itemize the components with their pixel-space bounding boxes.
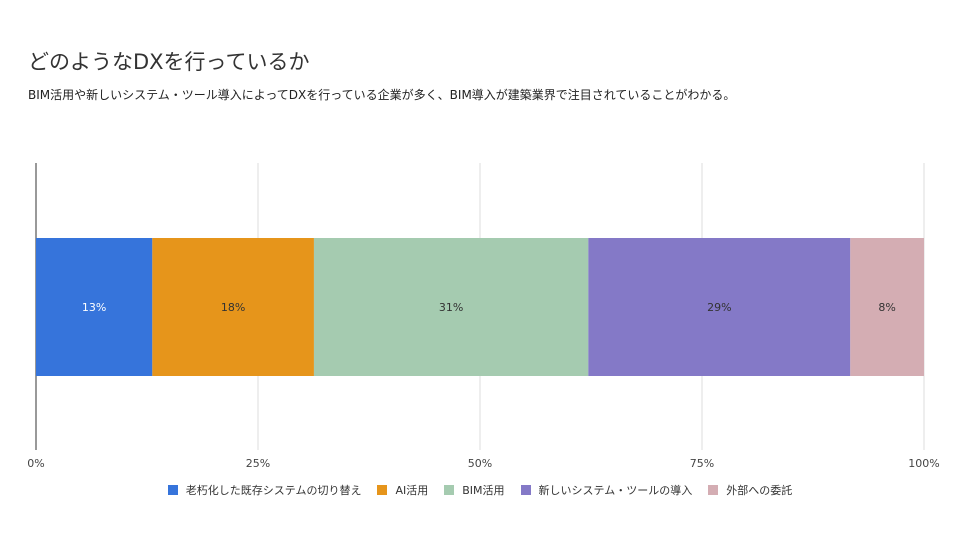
legend-swatch bbox=[708, 485, 719, 495]
legend-item[interactable]: 外部への委託 bbox=[708, 482, 792, 498]
chart-subtitle: BIM活用や新しいシステム・ツール導入によってDXを行っている企業が多く、BIM… bbox=[28, 88, 736, 102]
data-label: 18% bbox=[221, 301, 245, 314]
data-label: 29% bbox=[707, 301, 731, 314]
legend-swatch bbox=[444, 485, 455, 495]
data-label: 31% bbox=[439, 301, 463, 314]
x-tick-label: 75% bbox=[690, 457, 714, 470]
legend-label: 老朽化した既存システムの切り替え bbox=[185, 484, 362, 497]
bar-segment bbox=[588, 238, 851, 376]
bar-segment bbox=[36, 238, 153, 376]
legend-label: BIM活用 bbox=[462, 484, 505, 497]
x-tick-label: 100% bbox=[908, 457, 939, 470]
data-label: 8% bbox=[878, 301, 895, 314]
legend-item[interactable]: BIM活用 bbox=[444, 482, 505, 498]
bar-segment bbox=[850, 238, 924, 376]
legend-label: 新しいシステム・ツールの導入 bbox=[538, 484, 693, 497]
legend-swatch bbox=[520, 485, 531, 495]
bar-segment bbox=[152, 238, 314, 376]
legend-item[interactable]: 新しいシステム・ツールの導入 bbox=[520, 482, 693, 498]
legend: 老朽化した既存システムの切り替え AI活用 BIM活用 新しいシステム・ツールの導入 外… bbox=[0, 482, 960, 498]
x-tick-label: 0% bbox=[27, 457, 44, 470]
legend-label: 外部への委託 bbox=[726, 484, 793, 497]
x-tick-label: 25% bbox=[246, 457, 270, 470]
x-tick-label: 50% bbox=[468, 457, 492, 470]
legend-item[interactable]: 老朽化した既存システムの切り替え bbox=[167, 482, 362, 498]
legend-swatch bbox=[167, 485, 178, 495]
bar-segment bbox=[313, 238, 589, 376]
legend-label: AI活用 bbox=[395, 484, 429, 497]
legend-swatch bbox=[377, 485, 388, 495]
data-label: 13% bbox=[82, 301, 106, 314]
legend-item[interactable]: AI活用 bbox=[377, 482, 428, 498]
chart-title: どのようなDXを行っているか bbox=[28, 50, 310, 74]
